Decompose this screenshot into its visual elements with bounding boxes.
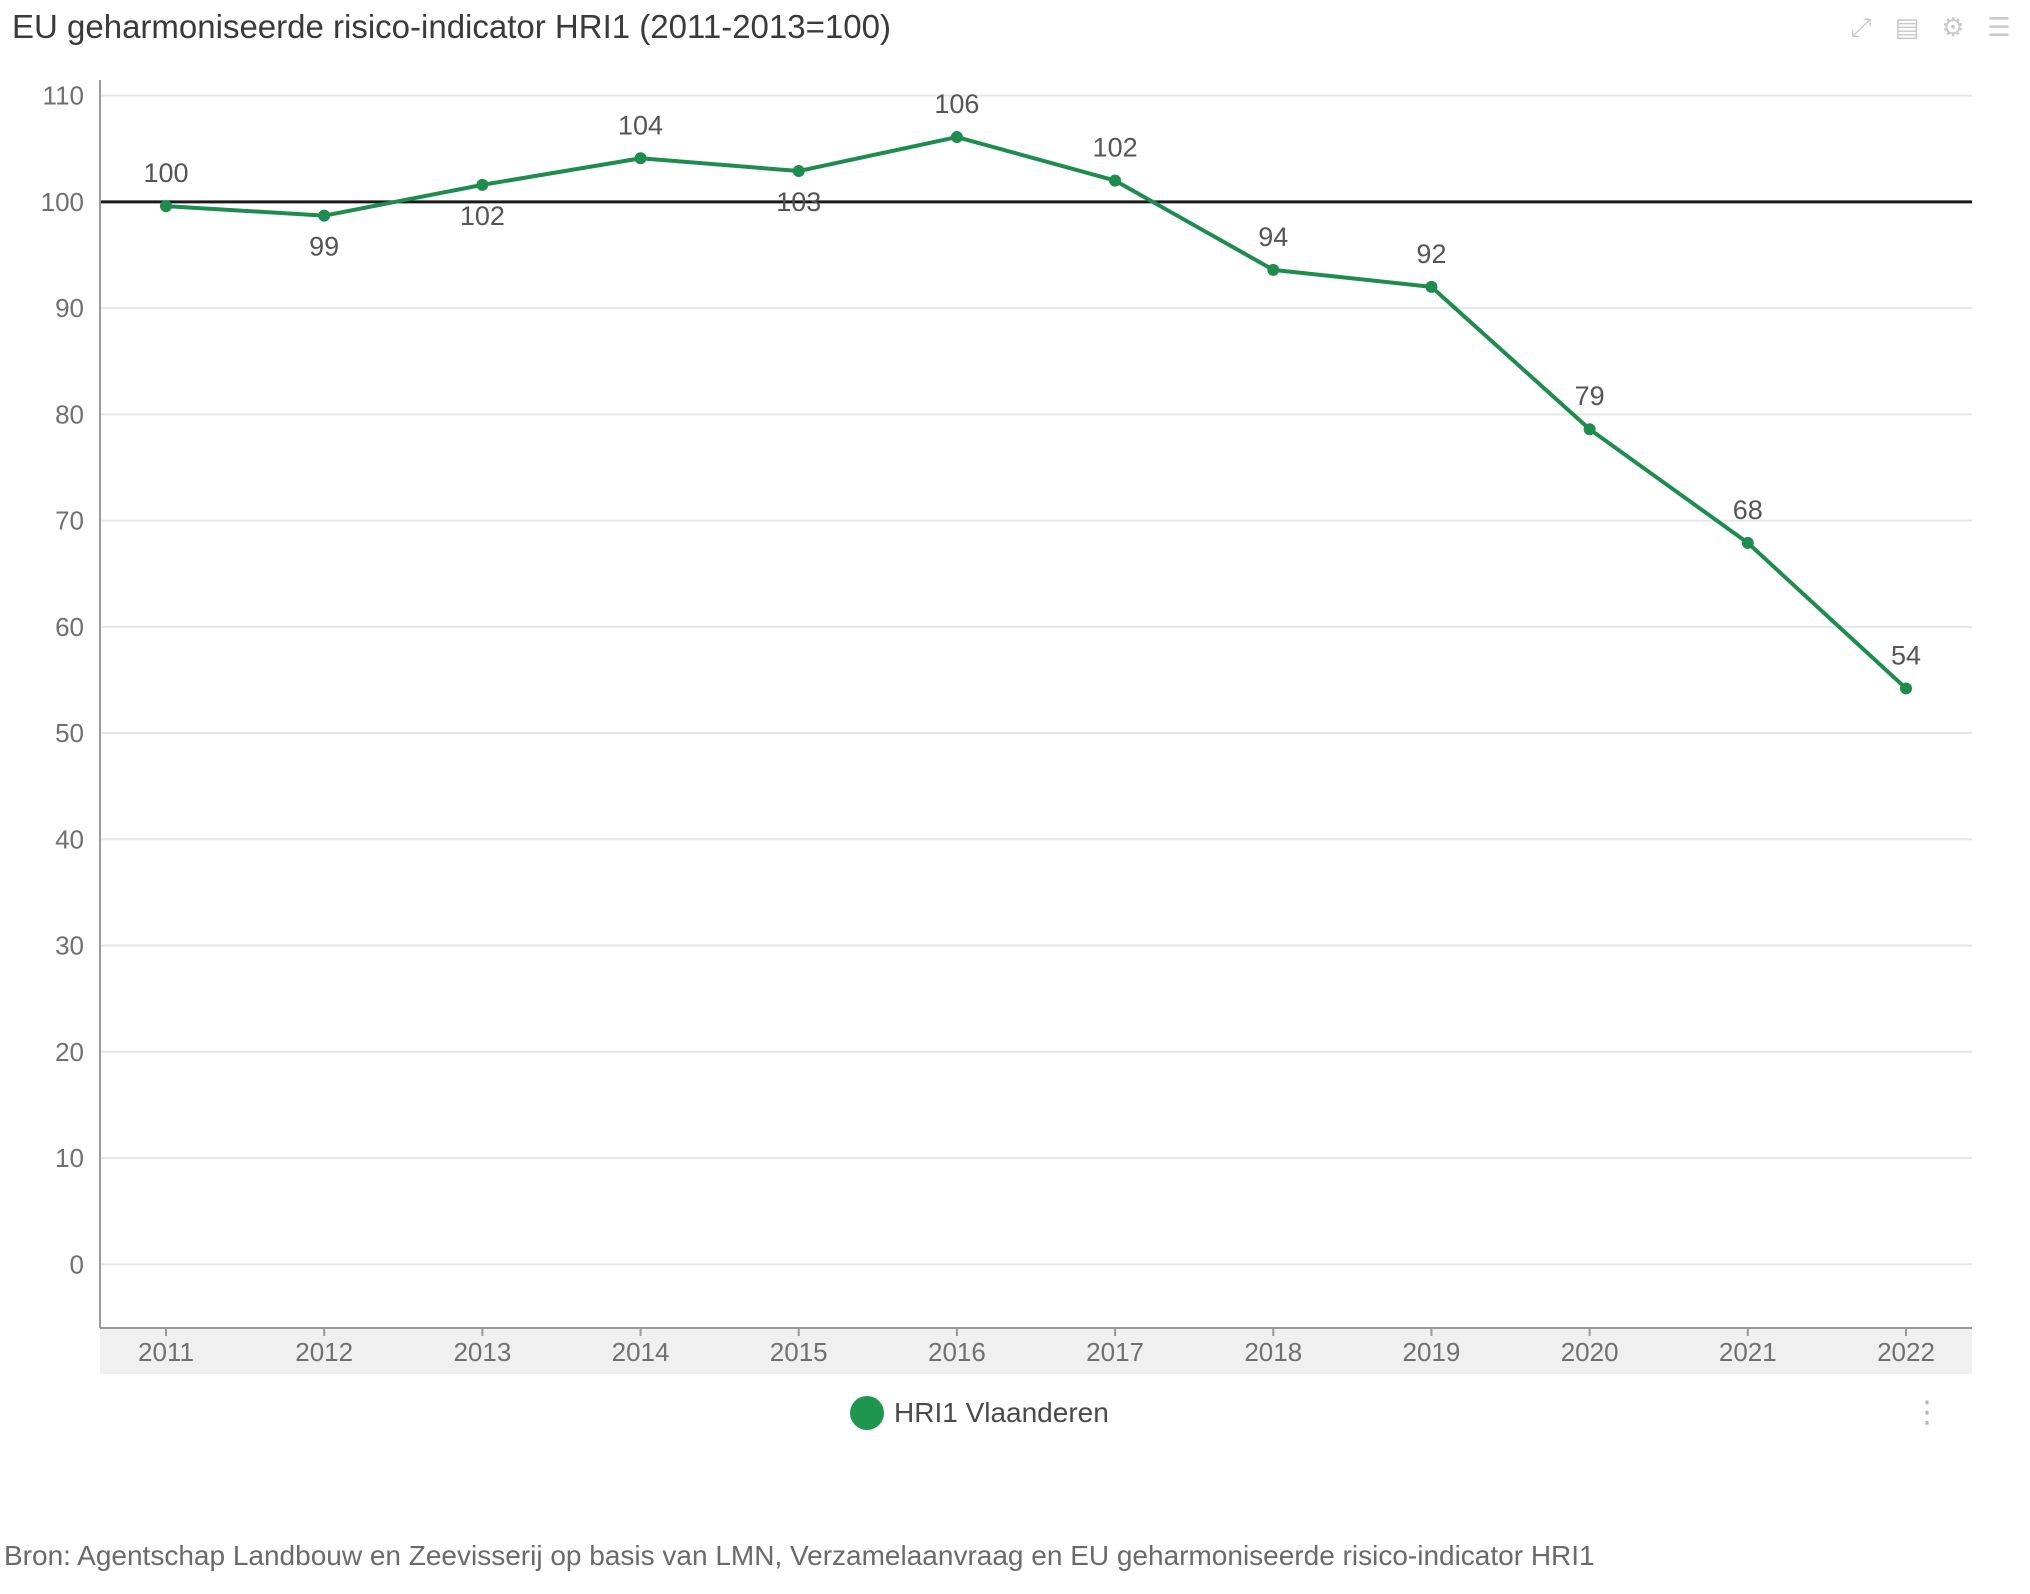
x-tick-label: 2021: [1719, 1337, 1777, 1367]
x-tick-label: 2012: [295, 1337, 353, 1367]
chart-title: EU geharmoniseerde risico-indicator HRI1…: [12, 8, 891, 45]
data-label: 104: [618, 110, 663, 140]
data-point: [1109, 174, 1122, 187]
table-icon[interactable]: ▤: [1894, 12, 1920, 42]
legend-item[interactable]: HRI1 Vlaanderen: [850, 1396, 1109, 1430]
data-point: [1583, 423, 1596, 436]
x-tick-label: 2018: [1244, 1337, 1302, 1367]
y-tick-label: 60: [55, 612, 84, 642]
x-tick-label: 2015: [770, 1337, 828, 1367]
x-tick-label: 2019: [1403, 1337, 1461, 1367]
data-label: 92: [1416, 239, 1446, 269]
data-label: 99: [309, 232, 339, 262]
data-point: [1741, 536, 1754, 549]
y-tick-label: 40: [55, 824, 84, 854]
data-label: 102: [1093, 133, 1138, 163]
more-options-icon[interactable]: ⋮: [1912, 1396, 1942, 1429]
data-point: [634, 152, 647, 165]
data-point: [1267, 263, 1280, 276]
y-tick-label: 110: [43, 81, 84, 111]
expand-icon[interactable]: ⤢: [1850, 12, 1872, 42]
data-label: 94: [1258, 222, 1288, 252]
x-tick-label: 2013: [453, 1337, 511, 1367]
source-note: Bron: Agentschap Landbouw en Zeevisserij…: [4, 1540, 1595, 1571]
data-point: [160, 200, 172, 213]
data-point: [476, 178, 489, 191]
y-tick-label: 90: [55, 293, 84, 323]
data-label: 100: [143, 158, 188, 188]
x-tick-label: 2011: [138, 1337, 194, 1367]
line-chart: 0 10 20 30 40 50 60 70 80 90 100 110 2011 2012 2013 201…: [41, 80, 1972, 1374]
y-tick-label: 20: [55, 1037, 84, 1067]
y-tick-label: 80: [55, 399, 84, 429]
data-point: [792, 165, 805, 178]
data-point: [1900, 682, 1912, 695]
x-tick-label: 2020: [1561, 1337, 1619, 1367]
data-point: [1425, 280, 1438, 293]
data-label: 79: [1575, 381, 1605, 411]
y-tick-label: 30: [55, 931, 84, 961]
x-tick-label: 2014: [612, 1337, 670, 1367]
y-tick-label: 70: [55, 506, 84, 536]
series-line: [165, 135, 1908, 690]
chart-toolbar: ⤢ ▤ ⚙ ☰: [1848, 14, 2012, 40]
y-tick-label: 100: [41, 187, 84, 217]
data-label: 106: [934, 89, 979, 119]
x-axis-band: [100, 1328, 1972, 1374]
y-tick-label: 10: [55, 1143, 84, 1173]
x-tick-label: 2017: [1086, 1337, 1144, 1367]
legend-marker: [850, 1396, 884, 1430]
legend-label: HRI1 Vlaanderen: [894, 1397, 1109, 1428]
y-tick-label: 0: [70, 1249, 84, 1279]
x-tick-label: 2016: [928, 1337, 986, 1367]
data-point: [950, 131, 963, 144]
data-point: [318, 209, 331, 222]
data-label: 103: [776, 187, 821, 217]
settings-icon[interactable]: ⚙: [1941, 12, 1965, 42]
menu-icon[interactable]: ☰: [1987, 12, 2011, 42]
x-tick-label: 2022: [1877, 1337, 1935, 1367]
data-label: 54: [1891, 640, 1921, 670]
data-label: 102: [460, 201, 505, 231]
data-label: 68: [1733, 495, 1763, 525]
y-tick-label: 50: [55, 718, 84, 748]
